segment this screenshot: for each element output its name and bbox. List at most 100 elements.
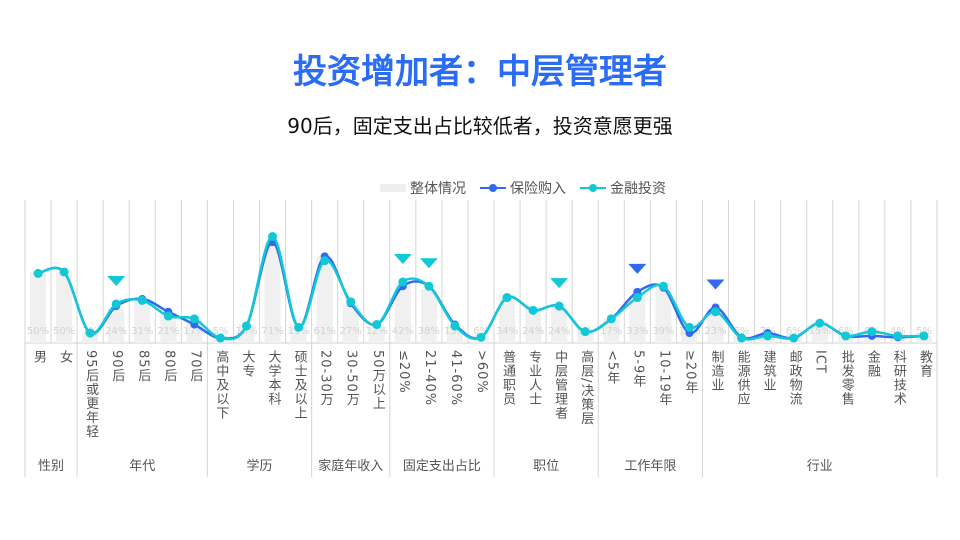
category-label: 邮政物流 <box>786 350 802 406</box>
bar-value-label: 71% <box>261 326 283 337</box>
group-label: 性别 <box>38 459 65 474</box>
group-label: 家庭年收入 <box>318 459 384 474</box>
bar-value-label: 13% <box>235 326 257 337</box>
legend-item-insurance[interactable]: 保险购入 <box>480 178 566 198</box>
category-label: 10-19年 <box>656 350 672 407</box>
bar-value-label: 50% <box>27 326 49 337</box>
group-label: 固定支出占比 <box>402 459 481 474</box>
legend-item-finance[interactable]: 金融投资 <box>580 178 666 198</box>
finance-point <box>398 277 408 287</box>
finance-point <box>189 314 199 324</box>
bar-value-label: 24% <box>522 326 544 337</box>
finance-point <box>33 268 43 278</box>
finance-point <box>789 333 799 343</box>
group-label: 学历 <box>246 459 273 474</box>
finance-point <box>424 281 434 291</box>
category-label: 95后或更年轻 <box>83 350 99 439</box>
overall-bar <box>603 318 620 343</box>
legend-item-overall[interactable]: 整体情况 <box>380 178 466 198</box>
bar-value-label: 33% <box>626 326 648 337</box>
overall-bar <box>499 294 516 343</box>
category-label: 大专 <box>239 350 255 378</box>
finance-point <box>476 332 486 342</box>
finance-point <box>580 327 590 337</box>
bar-value-label: 42% <box>392 326 414 337</box>
highlight-marker-icon <box>628 263 647 274</box>
category-label: 30-50万 <box>343 350 359 407</box>
finance-point <box>841 331 851 341</box>
overall-bar <box>368 325 385 343</box>
bar-value-label: 15% <box>809 326 831 337</box>
category-label: <5年 <box>604 350 620 386</box>
finance-point <box>137 295 147 305</box>
overall-bar <box>238 324 255 343</box>
group-label: 行业 <box>806 459 833 474</box>
overall-bar <box>316 256 333 343</box>
finance-point <box>85 328 95 338</box>
category-label: 专业人士 <box>526 350 542 406</box>
category-label: 90后 <box>109 350 125 383</box>
bar-value-label: 21% <box>157 326 179 337</box>
finance-point <box>867 327 877 337</box>
category-label: 大学本科 <box>265 350 281 406</box>
highlight-marker-icon <box>706 279 725 290</box>
highlight-marker-icon <box>107 275 126 286</box>
finance-point <box>684 322 694 332</box>
overall-bar <box>56 272 73 343</box>
overall-bar <box>420 289 437 343</box>
finance-point <box>346 297 356 307</box>
finance-point <box>450 321 460 331</box>
overall-bar <box>82 333 99 343</box>
overall-bar <box>264 242 281 343</box>
category-label: 能源供应 <box>734 350 750 406</box>
overall-bar <box>811 321 828 343</box>
overall-bar <box>655 287 672 343</box>
category-label: 85后 <box>135 350 151 383</box>
category-label: 教育 <box>916 350 932 378</box>
group-label: 工作年限 <box>624 459 677 474</box>
category-label: 金融 <box>864 350 880 378</box>
finance-point <box>711 307 721 317</box>
overall-bar <box>108 308 125 343</box>
bar-value-label: 38% <box>418 326 440 337</box>
bar-value-label: 31% <box>131 326 153 337</box>
finance-point <box>241 321 251 331</box>
category-label: 硕士及以上 <box>291 350 307 420</box>
category-label: 科研技术 <box>890 350 906 406</box>
category-label: ≥20年 <box>682 350 698 395</box>
finance-point <box>554 301 564 311</box>
overall-bar <box>394 283 411 343</box>
overall-bar <box>290 327 307 343</box>
category-label: 男 <box>31 350 47 364</box>
category-label: 高中及以下 <box>213 350 229 420</box>
finance-point <box>919 331 929 341</box>
legend-label: 保险购入 <box>510 181 566 197</box>
category-label: 女 <box>57 350 73 364</box>
line-swatch-icon <box>580 184 606 192</box>
finance-point <box>294 322 304 332</box>
category-label: 批发零售 <box>838 350 854 406</box>
group-label: 职位 <box>533 459 560 474</box>
category-label: 50万以上 <box>369 350 385 411</box>
category-label: 21-40% <box>421 350 437 407</box>
bar-value-label: 5% <box>212 326 228 337</box>
finance-point <box>215 333 225 343</box>
bar-value-label: 23% <box>704 326 726 337</box>
group-label: 年代 <box>129 459 156 474</box>
legend: 整体情况 保险购入 金融投资 <box>380 178 680 198</box>
highlight-marker-icon <box>419 258 438 269</box>
category-label: ICT <box>812 350 828 374</box>
finance-point <box>815 318 825 328</box>
category-label: 20-30万 <box>317 350 333 407</box>
category-label: 制造业 <box>708 350 724 392</box>
category-label: 41-60% <box>447 350 463 407</box>
finance-point <box>528 305 538 315</box>
finance-point <box>163 311 173 321</box>
bar-value-label: 17% <box>183 326 205 337</box>
bar-value-label: 6% <box>473 326 489 337</box>
bar-swatch-icon <box>380 184 406 192</box>
overall-bar <box>707 310 724 343</box>
overall-bar <box>525 308 542 343</box>
